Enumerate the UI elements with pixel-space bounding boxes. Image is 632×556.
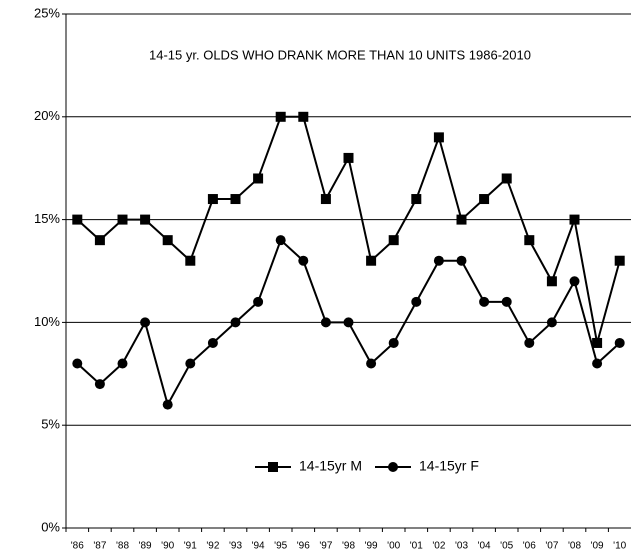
data-point <box>456 255 467 266</box>
x-tick-label: '05 <box>500 541 513 552</box>
data-point <box>411 194 422 205</box>
data-point <box>253 173 264 184</box>
data-point <box>388 337 399 348</box>
data-point <box>479 296 490 307</box>
x-tick-label: '07 <box>545 541 558 552</box>
x-tick-label: '94 <box>252 541 265 552</box>
data-point <box>433 255 444 266</box>
x-tick-label: '06 <box>523 541 536 552</box>
data-point <box>230 194 241 205</box>
data-point <box>546 317 557 328</box>
data-point <box>546 276 557 287</box>
data-point <box>592 358 603 369</box>
chart-title: 14-15 yr. OLDS WHO DRANK MORE THAN 10 UN… <box>149 47 531 62</box>
data-point <box>162 235 173 246</box>
x-tick-label: '97 <box>319 541 332 552</box>
legend-label: 14-15yr M <box>299 458 362 474</box>
data-point <box>94 379 105 390</box>
data-point <box>456 214 467 225</box>
x-tick-label: '02 <box>432 541 445 552</box>
x-tick-label: '89 <box>139 541 152 552</box>
data-point <box>501 173 512 184</box>
x-tick-label: '01 <box>410 541 423 552</box>
legend-marker <box>388 462 398 472</box>
data-point <box>524 235 535 246</box>
data-point <box>117 214 128 225</box>
data-point <box>614 255 625 266</box>
x-tick-label: '98 <box>342 541 355 552</box>
x-tick-label: '87 <box>93 541 106 552</box>
y-tick-label: 10% <box>34 314 60 329</box>
y-tick-label: 25% <box>34 5 60 20</box>
data-point <box>275 111 286 122</box>
data-point <box>72 358 83 369</box>
x-tick-label: '04 <box>478 541 491 552</box>
x-tick-label: '96 <box>297 541 310 552</box>
x-tick-label: '95 <box>274 541 287 552</box>
data-point <box>592 337 603 348</box>
data-point <box>501 296 512 307</box>
data-point <box>366 255 377 266</box>
data-point <box>185 255 196 266</box>
data-point <box>411 296 422 307</box>
x-tick-label: '88 <box>116 541 129 552</box>
x-tick-label: '93 <box>229 541 242 552</box>
data-point <box>275 235 286 246</box>
data-point <box>298 111 309 122</box>
data-point <box>320 317 331 328</box>
x-tick-label: '10 <box>613 541 626 552</box>
data-point <box>614 337 625 348</box>
y-tick-label: 0% <box>41 519 60 534</box>
data-point <box>207 194 218 205</box>
x-tick-label: '91 <box>184 541 197 552</box>
data-point <box>117 358 128 369</box>
data-point <box>162 399 173 410</box>
data-point <box>185 358 196 369</box>
data-point <box>343 317 354 328</box>
data-point <box>320 194 331 205</box>
x-tick-label: '03 <box>455 541 468 552</box>
data-point <box>230 317 241 328</box>
data-point <box>388 235 399 246</box>
y-tick-label: 20% <box>34 108 60 123</box>
data-point <box>366 358 377 369</box>
x-tick-label: '09 <box>591 541 604 552</box>
data-point <box>253 296 264 307</box>
data-point <box>298 255 309 266</box>
legend-marker <box>268 462 278 472</box>
x-tick-label: '99 <box>365 541 378 552</box>
data-point <box>569 214 580 225</box>
data-point <box>479 194 490 205</box>
data-point <box>207 337 218 348</box>
x-tick-label: '08 <box>568 541 581 552</box>
legend-label: 14-15yr F <box>419 458 479 474</box>
data-point <box>569 276 580 287</box>
data-point <box>433 132 444 143</box>
x-tick-label: '00 <box>387 541 400 552</box>
data-point <box>140 214 151 225</box>
series-line <box>76 115 621 344</box>
data-point <box>72 214 83 225</box>
y-tick-label: 5% <box>41 417 60 432</box>
y-tick-label: 15% <box>34 211 60 226</box>
data-point <box>94 235 105 246</box>
data-point <box>140 317 151 328</box>
x-tick-label: '90 <box>161 541 174 552</box>
x-tick-label: '86 <box>71 541 84 552</box>
data-point <box>343 152 354 163</box>
x-tick-label: '92 <box>206 541 219 552</box>
data-point <box>524 337 535 348</box>
